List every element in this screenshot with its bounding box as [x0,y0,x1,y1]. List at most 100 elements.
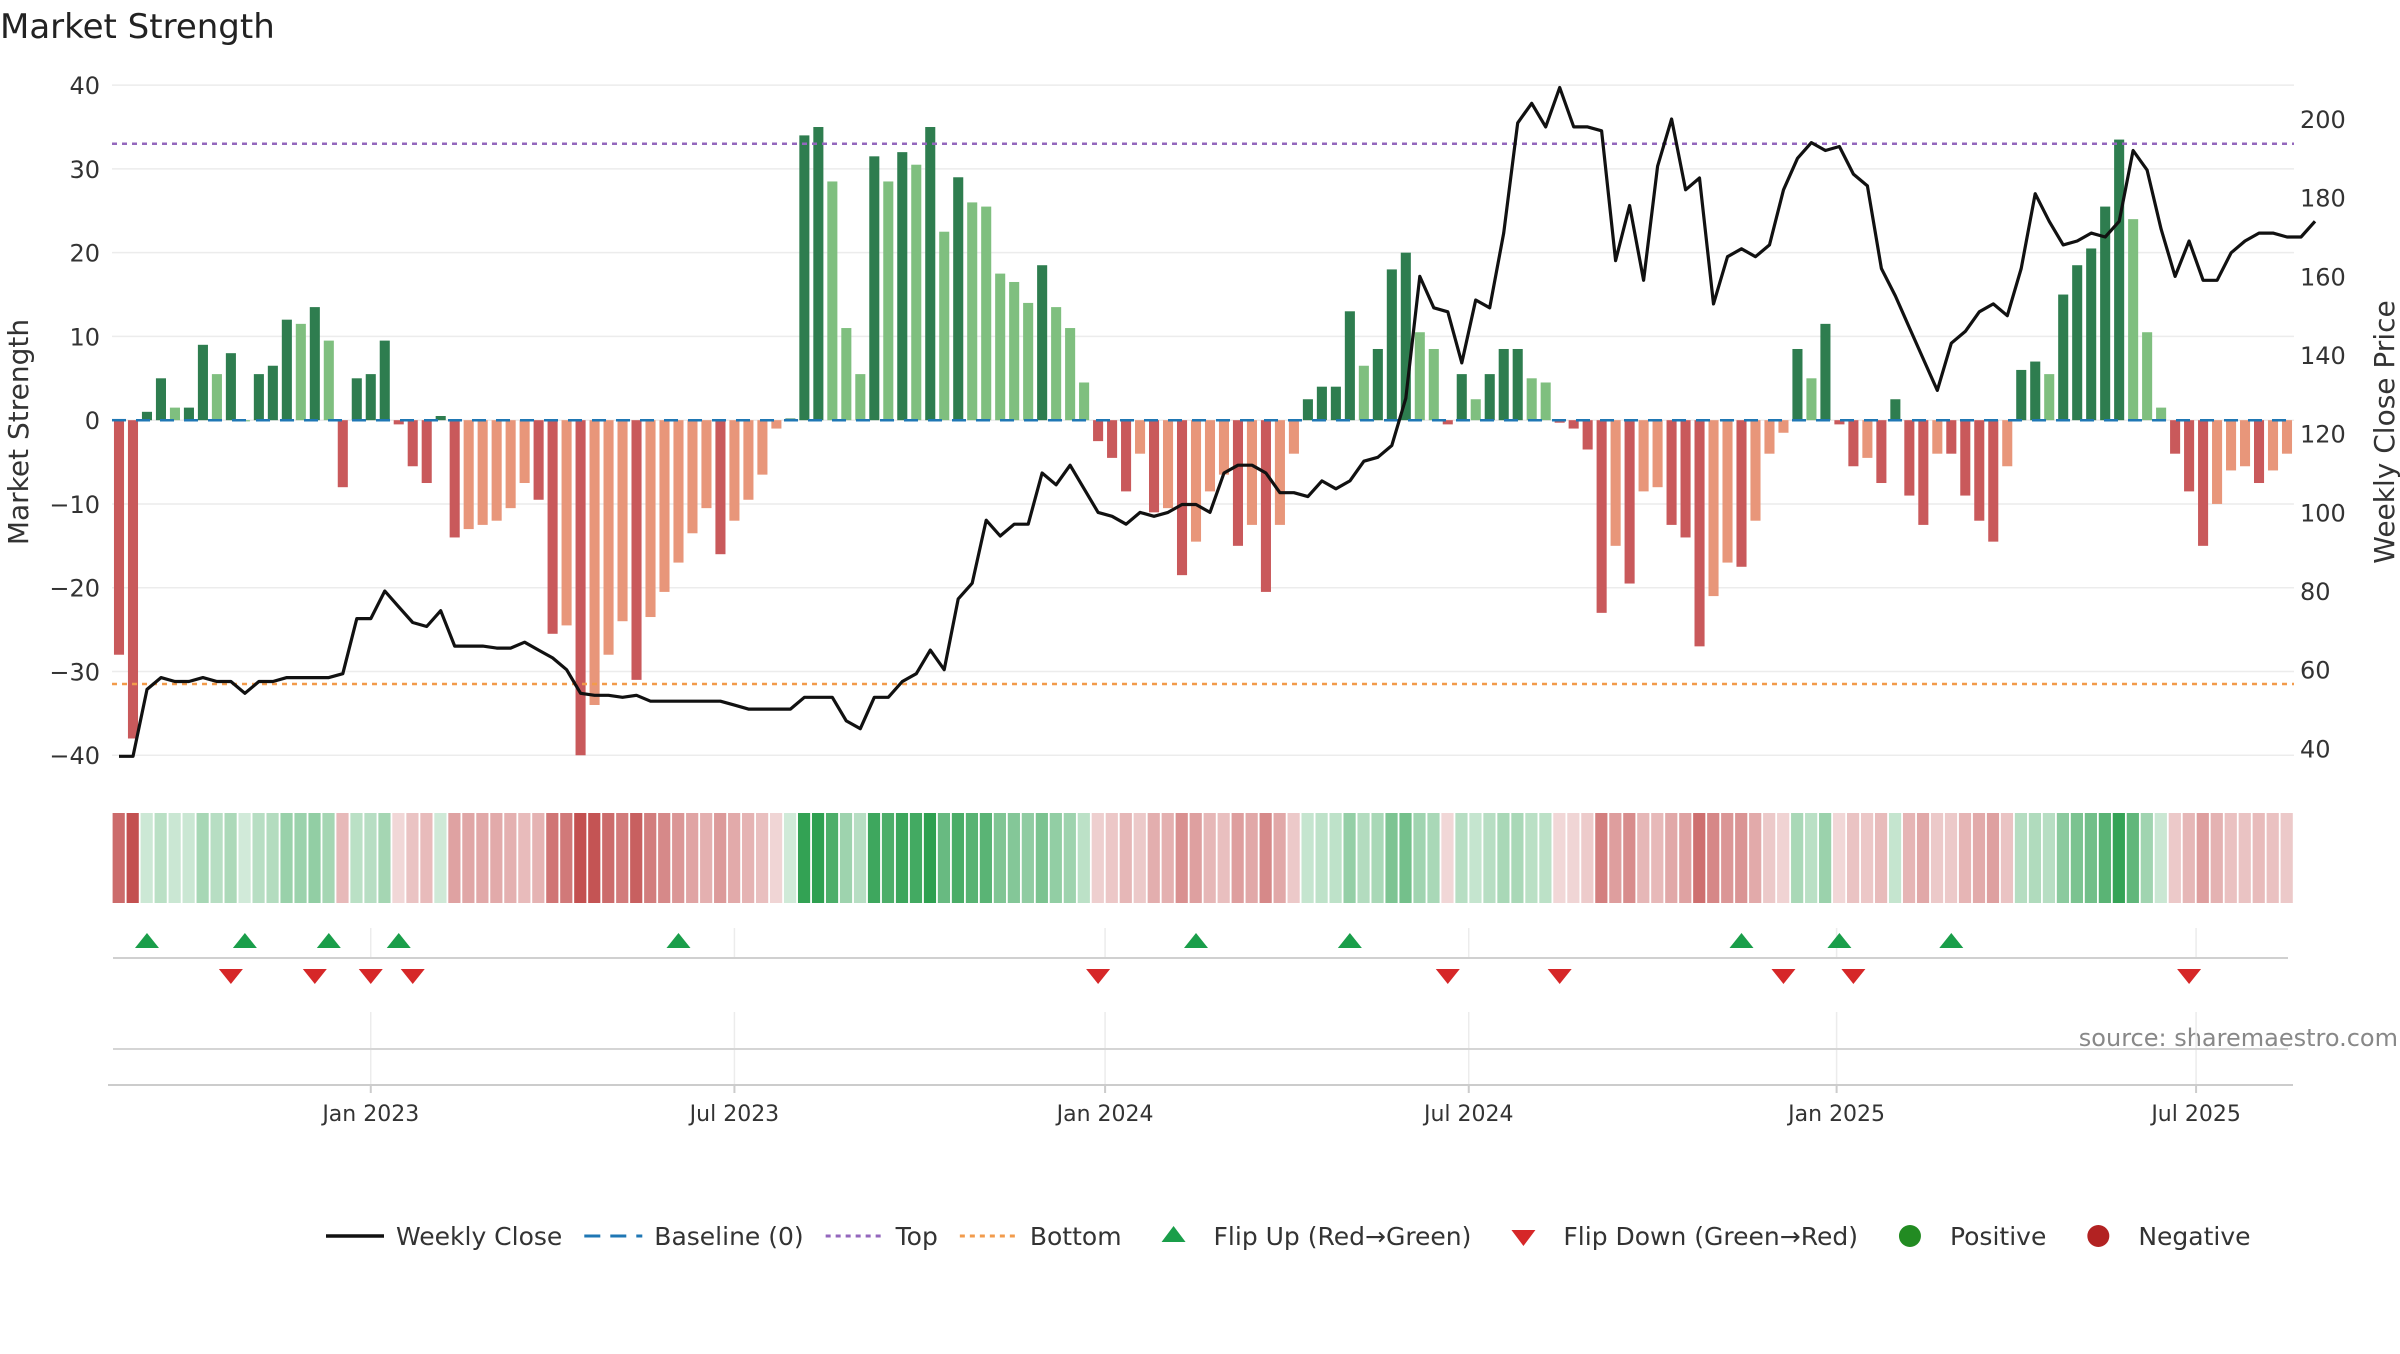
strength-bar [407,420,418,467]
strength-bar [1372,348,1383,421]
strength-bar [1694,420,1705,647]
strength-bar [561,420,572,626]
strength-band-cell [1679,813,1692,903]
legend-label: Bottom [1030,1222,1122,1251]
strength-bar [2212,420,2223,504]
strength-band-cell [434,813,447,903]
y-tick-label-left: 10 [69,323,100,351]
flip-up-marker [1337,933,1362,948]
strength-bar [169,407,180,421]
strength-bar [1344,311,1355,421]
strength-band-cell [2266,813,2279,903]
strength-bar [1079,382,1090,421]
strength-band-cell [1189,813,1202,903]
strength-band-cell [1231,813,1244,903]
strength-band-cell [1637,813,1650,903]
strength-band-cell [112,813,125,903]
legend-label: Flip Up (Red→Green) [1214,1222,1472,1251]
strength-bar [2267,420,2279,471]
strength-bar [505,420,516,509]
flip-up-marker [666,933,691,948]
strength-band-cell [1623,813,1636,903]
flip-up-marker [134,933,159,948]
strength-bar [1358,365,1369,421]
strength-band-cell [2196,813,2209,903]
strength-bar [463,420,474,530]
strength-band-cell [126,813,139,903]
strength-bar [393,420,404,425]
strength-bar [1246,420,1257,525]
strength-bar [1792,348,1803,421]
strength-bar [337,420,348,488]
legend-item: Flip Down (Green→Red) [1511,1222,1858,1251]
strength-band-cell [2224,813,2237,903]
strength-band-cell [1217,813,1230,903]
legend-label: Top [895,1222,938,1251]
strength-bar [1862,420,1873,458]
strength-band-cell [783,813,797,903]
strength-band-cell [308,813,321,903]
strength-bar [1428,348,1439,421]
strength-bar [225,353,236,421]
strength-bar [1526,378,1537,421]
y-tick-label-right: 200 [2300,106,2346,134]
y-tick-label-left: −10 [49,491,100,519]
strength-bar [911,164,922,421]
strength-bar [211,374,222,421]
strength-band-cell [1735,813,1748,903]
strength-band-cell [1805,813,1818,903]
strength-bar [295,323,306,421]
strength-bar [967,202,978,421]
strength-bar [2156,407,2167,421]
strength-band-cell [825,813,839,903]
strength-band-cell [518,813,531,903]
strength-band-cell [1203,813,1216,903]
strength-bar [995,273,1006,421]
strength-bar [421,420,432,484]
strength-band-cell [742,813,755,903]
strength-band-cell [1972,813,1986,903]
strength-band-cell [1888,813,1902,903]
strength-band-cell [294,813,307,903]
strength-band-cell [797,813,811,903]
strength-bar [547,420,558,634]
strength-bar [1288,420,1299,454]
strength-band-cell [1105,813,1118,903]
strength-band-cell [2070,813,2083,903]
strength-band-cell [1483,813,1496,903]
strength-band-cell [1049,813,1062,903]
weekly-close-line [119,85,2317,758]
strength-bar [2184,420,2195,492]
strength-band-cell [392,813,405,903]
strength-band-cell [1371,813,1384,903]
strength-bar [519,420,530,484]
x-tick-label: Jul 2023 [688,1102,780,1127]
y-tick-label-right: 60 [2300,657,2331,685]
strength-bar [155,378,166,421]
strength-band-cell [937,813,951,903]
strength-bar [1820,323,1831,421]
strength-band-cell [1944,813,1958,903]
strength-band-cell [2000,813,2014,903]
strength-band-cell [770,813,783,903]
strength-band-cell [1329,813,1342,903]
y-tick-label-right: 140 [2300,342,2346,370]
strength-bar [673,420,684,563]
strength-band-cell [532,813,545,903]
y-tick-label-right: 80 [2300,578,2331,606]
strength-band-cell [182,813,195,903]
strength-band-cell [1021,813,1034,903]
y-tick-label-left: 0 [85,407,100,435]
strength-band-cell [1707,813,1720,903]
strength-bar [1736,420,1747,567]
strength-bar [533,420,544,500]
strength-bar [715,420,726,555]
strength-band-cell [2182,813,2195,903]
strength-bar [1624,420,1635,584]
strength-bar [491,420,502,521]
strength-band-cell [756,813,769,903]
strength-bar [1051,307,1062,421]
strength-bar [799,135,810,421]
strength-bar [575,420,586,756]
strength-bar [449,420,460,538]
